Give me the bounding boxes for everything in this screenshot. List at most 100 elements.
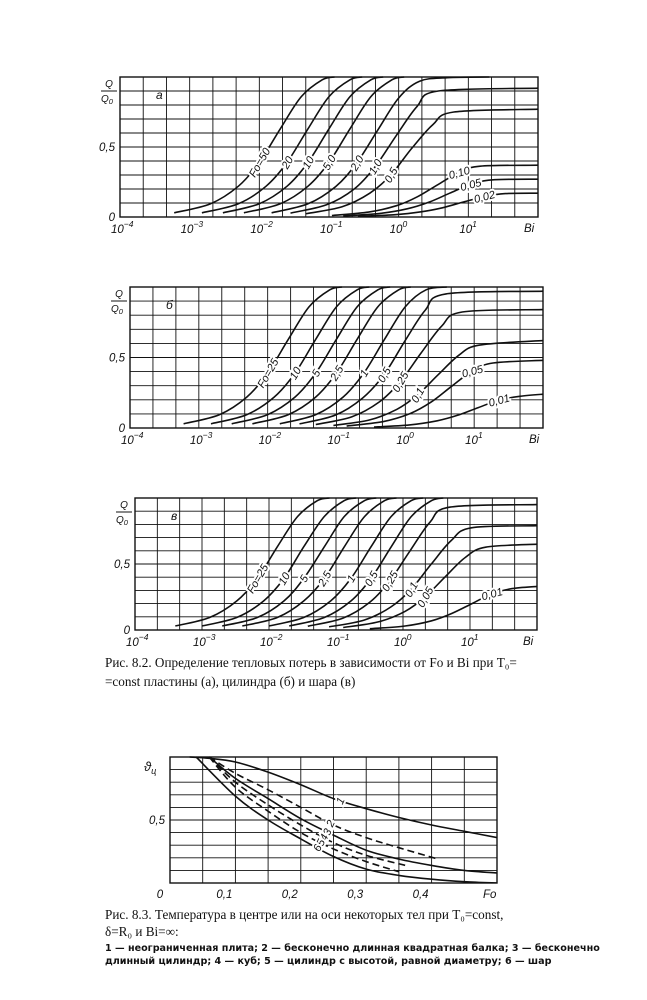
- x-tick-base: 10: [394, 637, 407, 649]
- x-tick-base: 10: [121, 435, 134, 447]
- series-line: [231, 286, 391, 425]
- y-axis-label-numerator: Q: [105, 79, 113, 90]
- x-tick-base: 10: [396, 435, 409, 447]
- x-tick-base: 10: [260, 637, 273, 649]
- x-tick-label: 10−4: [121, 430, 144, 447]
- x-tick-base: 10: [193, 637, 206, 649]
- series-line: [208, 756, 439, 860]
- grid: [170, 757, 497, 883]
- x-tick-label: 100: [396, 430, 414, 447]
- x-tick-label: 10−4: [126, 632, 149, 649]
- x-axis-label: Bi: [523, 636, 534, 648]
- x-tick-exponent: −4: [139, 632, 149, 642]
- x-tick-exponent: −1: [340, 632, 350, 642]
- y-tick-label: 0,5: [114, 559, 131, 571]
- series-line: [208, 756, 400, 873]
- y-tick-label: 0: [119, 423, 126, 435]
- series-label: 0,02: [473, 189, 497, 206]
- grid: [130, 287, 543, 428]
- x-tick-label: 10−3: [193, 632, 216, 649]
- x-tick-label: 0,2: [282, 889, 299, 901]
- series-line: [243, 76, 405, 214]
- series-label: 0,05: [461, 363, 486, 380]
- y-axis-label-subscript: 0: [124, 518, 129, 527]
- x-tick-base: 10: [190, 435, 203, 447]
- x-tick-base: 10: [320, 224, 333, 236]
- plot-frame: [169, 756, 498, 884]
- x-tick-exponent: 1: [472, 219, 477, 229]
- figure-8-2-caption-line-2: =const пластины (а), цилиндра (б) и шара…: [105, 674, 356, 689]
- x-axis-label: Bi: [524, 223, 535, 235]
- x-tick-label: 10−1: [327, 632, 350, 649]
- series-label: 1: [334, 796, 347, 807]
- x-tick-exponent: −3: [203, 430, 213, 440]
- x-tick-label: 10−1: [320, 219, 343, 236]
- panel-label: в: [171, 509, 177, 523]
- x-tick-base: 10: [328, 435, 341, 447]
- series-line: [195, 756, 497, 883]
- series-label: 0,05: [459, 177, 484, 194]
- x-tick-label: 101: [461, 632, 479, 649]
- series-labels: Fo=50 20 10 5,0 2,0 1,00,5 0,100,050,02: [245, 143, 498, 208]
- x-tick-label: 0,4: [413, 889, 429, 901]
- x-tick-base: 10: [111, 224, 124, 236]
- series-line: [373, 393, 543, 428]
- series-line: [328, 524, 537, 628]
- series-line: [289, 497, 444, 627]
- series-line: [252, 286, 411, 425]
- x-tick-label: 101: [459, 219, 477, 236]
- x-tick-label: 10−3: [181, 219, 204, 236]
- y-axis-label-numerator: Q: [115, 289, 123, 300]
- series-line: [333, 339, 543, 427]
- x-tick-label: 100: [394, 632, 412, 649]
- figure-8-3-legend-line-1: 1 — неограниченная плита; 2 — бесконечно…: [105, 943, 600, 954]
- panel-label: б: [166, 298, 174, 312]
- series-group: [189, 756, 497, 883]
- series-label: 0,25: [390, 369, 412, 394]
- x-tick-exponent: 1: [478, 430, 483, 440]
- figure-8-3-caption-line-2: δ=R₀ и Bi=∞:: [105, 924, 179, 939]
- x-tick-base: 10: [327, 637, 340, 649]
- series-group: [183, 286, 543, 428]
- x-tick-label: 100: [390, 219, 408, 236]
- x-tick-base: 10: [465, 435, 478, 447]
- series-line: [305, 108, 538, 215]
- x-tick-base: 10: [459, 224, 472, 236]
- figure-8-3-legend-line-2: длинный цилиндр; 4 — куб; 5 — цилиндр с …: [105, 956, 552, 967]
- x-tick-label: 0: [157, 889, 164, 901]
- x-tick-label: 0,1: [216, 889, 232, 901]
- y-tick-label: 0: [124, 625, 131, 637]
- y-axis-label: ϑц: [144, 759, 156, 776]
- figure-8-2-caption-line-1: Рис. 8.2. Определение тепловых потерь в …: [105, 655, 517, 670]
- y-axis-label-subscript: 0: [109, 97, 114, 106]
- y-axis-label-subscript: 0: [119, 307, 124, 316]
- x-tick-exponent: 0: [409, 430, 414, 440]
- y-axis-label-denominator: Q0: [116, 515, 129, 527]
- series-line: [343, 178, 538, 217]
- x-tick-label: 10−2: [259, 430, 282, 447]
- x-tick-exponent: 0: [402, 219, 407, 229]
- series-line: [331, 164, 538, 217]
- x-tick-base: 10: [390, 224, 403, 236]
- x-tick-label: 10−1: [328, 430, 351, 447]
- series-line: [175, 497, 330, 627]
- x-tick-exponent: −2: [263, 219, 273, 229]
- series-label: 0,1: [403, 580, 421, 599]
- series-line: [208, 756, 497, 874]
- series-line: [222, 497, 377, 627]
- y-axis-label-denominator: Q0: [101, 94, 114, 106]
- y-tick-label: 0,5: [109, 353, 126, 365]
- x-tick-exponent: −3: [193, 219, 203, 229]
- series-group: [174, 76, 538, 217]
- series-line: [307, 503, 537, 627]
- series-label: Fo=50: [247, 145, 274, 179]
- x-tick-exponent: −2: [271, 430, 281, 440]
- y-axis-label-numerator: Q: [120, 500, 128, 511]
- series-line: [183, 286, 343, 425]
- x-tick-label: 10−4: [111, 219, 134, 236]
